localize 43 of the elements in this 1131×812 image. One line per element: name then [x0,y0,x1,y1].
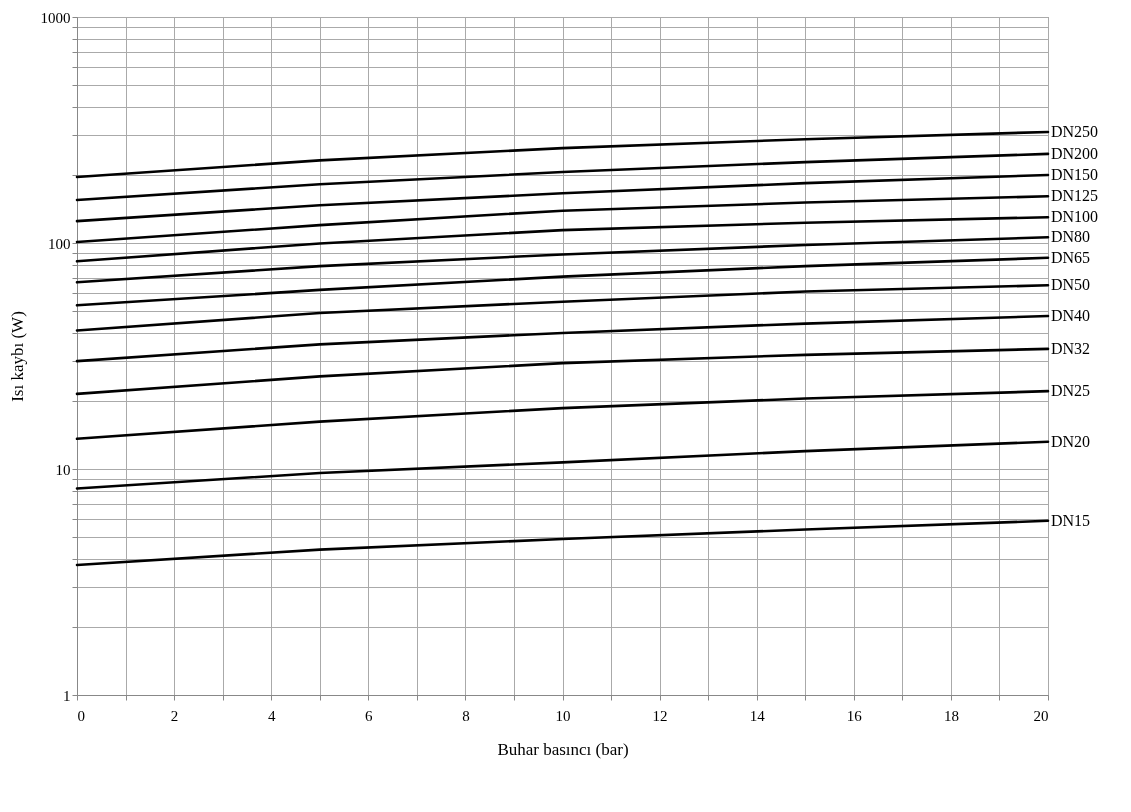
line-series [75,152,1050,202]
series-label: DN200 [1051,144,1099,162]
series-label: DN65 [1051,248,1091,266]
x-axis-title: Buhar basıncı (bar) [497,739,629,759]
line-series [75,519,1050,567]
x-tick-label: 14 [749,707,766,724]
x-tick-label: 0 [77,707,85,724]
line-series [75,194,1050,244]
line-series [75,314,1050,363]
series-label: DN50 [1051,276,1091,294]
line-series [75,130,1050,179]
y-tick-label: 1000 [40,9,71,26]
x-tick-label: 6 [365,707,374,724]
x-tick-label: 12 [652,707,668,724]
line-series [75,389,1050,441]
line-series [75,256,1050,307]
y-tick-label: 10 [55,461,71,478]
x-tick-label: 4 [267,707,276,724]
series-label: DN150 [1051,165,1099,183]
x-tick-label: 16 [846,707,863,724]
x-tick-label: 8 [462,707,470,724]
y-tick-label: 1 [63,687,71,704]
series-label: DN15 [1051,511,1091,529]
y-axis-title: Isı kaybı (W) [7,311,27,402]
line-series [75,283,1050,332]
line-series [75,173,1050,223]
x-tick-label: 2 [170,707,179,724]
series-label: DN250 [1051,122,1099,140]
line-series [75,235,1050,284]
series-label: DN25 [1051,382,1091,400]
series-label: DN40 [1051,307,1091,325]
line-series [75,347,1050,396]
line-series [75,215,1050,263]
x-tick-label: 20 [1033,707,1049,724]
series-label: DN100 [1051,208,1099,226]
line-series [75,440,1050,490]
x-tick-label: 18 [943,707,959,724]
series-label: DN32 [1051,339,1091,357]
x-tick-label: 10 [555,707,571,724]
series-label: DN125 [1051,187,1099,205]
series-label: DN20 [1051,432,1091,450]
y-tick-label: 100 [48,235,71,252]
series-label: DN80 [1051,228,1091,246]
